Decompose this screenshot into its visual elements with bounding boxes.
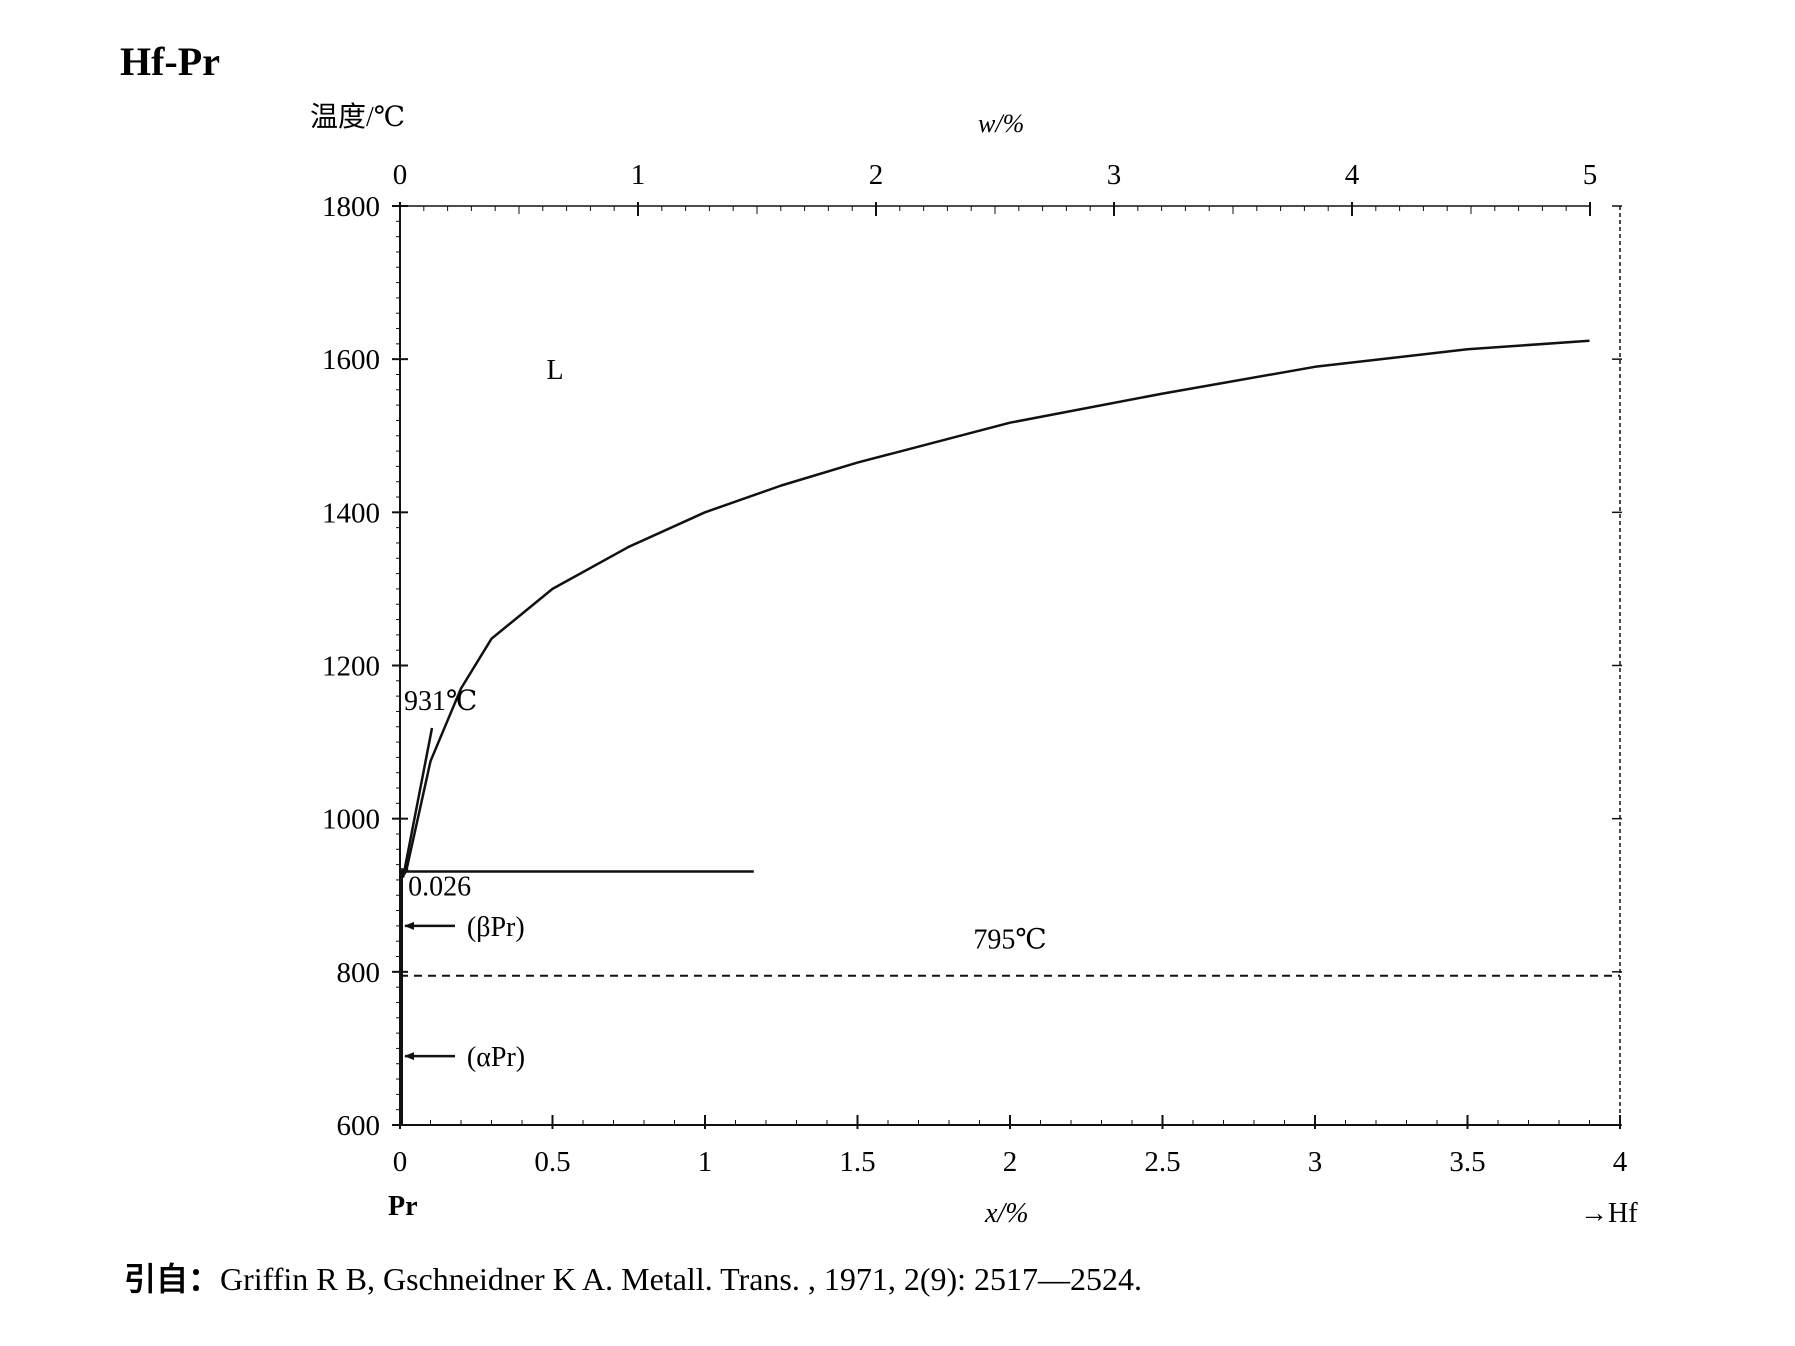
phase-boundaries [400, 339, 1620, 1125]
citation-text: Griffin R B, Gschneidner K A. Metall. Tr… [220, 1261, 1142, 1297]
phase-label-L: L [547, 355, 564, 386]
top-tick-label: 4 [1345, 159, 1360, 191]
top-axis-ticks: 0 1 2 3 4 5 [393, 159, 1598, 216]
right-element-label: →Hf [1580, 1198, 1638, 1229]
x-tick-label: 2 [1003, 1146, 1018, 1178]
y-tick-label: 1200 [322, 651, 380, 683]
x-tick-label: 3.5 [1449, 1146, 1485, 1178]
y-axis-label: 温度/℃ [310, 101, 405, 133]
x-tick-label: 1.5 [839, 1146, 875, 1178]
top-tick-label: 5 [1583, 159, 1598, 191]
annotations: L 931℃ 0.026 (βPr) 795℃ (αPr) [404, 355, 1047, 1073]
x-tick-label: 3 [1308, 1146, 1323, 1178]
y-axis-ticks: 600 800 1000 1200 1400 1600 1800 [322, 191, 1622, 1142]
y-tick-label: 1800 [322, 191, 380, 223]
annotation-arrows [400, 727, 455, 1061]
y-tick-label: 1600 [322, 344, 380, 376]
x-tick-label: 2.5 [1144, 1146, 1180, 1178]
label-0-026: 0.026 [408, 871, 471, 902]
plot-frame [399, 205, 1621, 1126]
y-tick-label: 1400 [322, 497, 380, 529]
figure-title: Hf-Pr [120, 39, 220, 84]
top-tick-label: 1 [631, 159, 646, 191]
x-tick-label: 0 [393, 1146, 408, 1178]
x-axis-label: x/% [984, 1198, 1029, 1229]
top-axis-label: w/% [978, 109, 1024, 138]
top-tick-label: 2 [869, 159, 884, 191]
liquidus-curve [404, 339, 1590, 872]
x-axis-ticks: 0 0.5 1 1.5 2 2.5 3 3.5 4 [393, 1115, 1628, 1178]
left-element-label: Pr [388, 1191, 418, 1222]
top-tick-label: 3 [1107, 159, 1122, 191]
y-tick-label: 600 [337, 1110, 381, 1142]
label-795C: 795℃ [973, 925, 1046, 956]
x-tick-label: 1 [698, 1146, 713, 1178]
y-tick-label: 1000 [322, 804, 380, 836]
citation: 引自：Griffin R B, Gschneidner K A. Metall.… [124, 1260, 1142, 1298]
top-tick-label: 0 [393, 159, 408, 191]
citation-prefix: 引自： [124, 1260, 220, 1298]
x-tick-label: 4 [1613, 1146, 1628, 1178]
y-tick-label: 800 [337, 957, 381, 989]
x-tick-label: 0.5 [534, 1146, 570, 1178]
arrow-931 [400, 727, 434, 879]
phase-label-beta-pr: (βPr) [467, 912, 525, 943]
label-931C: 931℃ [404, 686, 477, 717]
phase-label-alpha-pr: (αPr) [467, 1042, 525, 1073]
